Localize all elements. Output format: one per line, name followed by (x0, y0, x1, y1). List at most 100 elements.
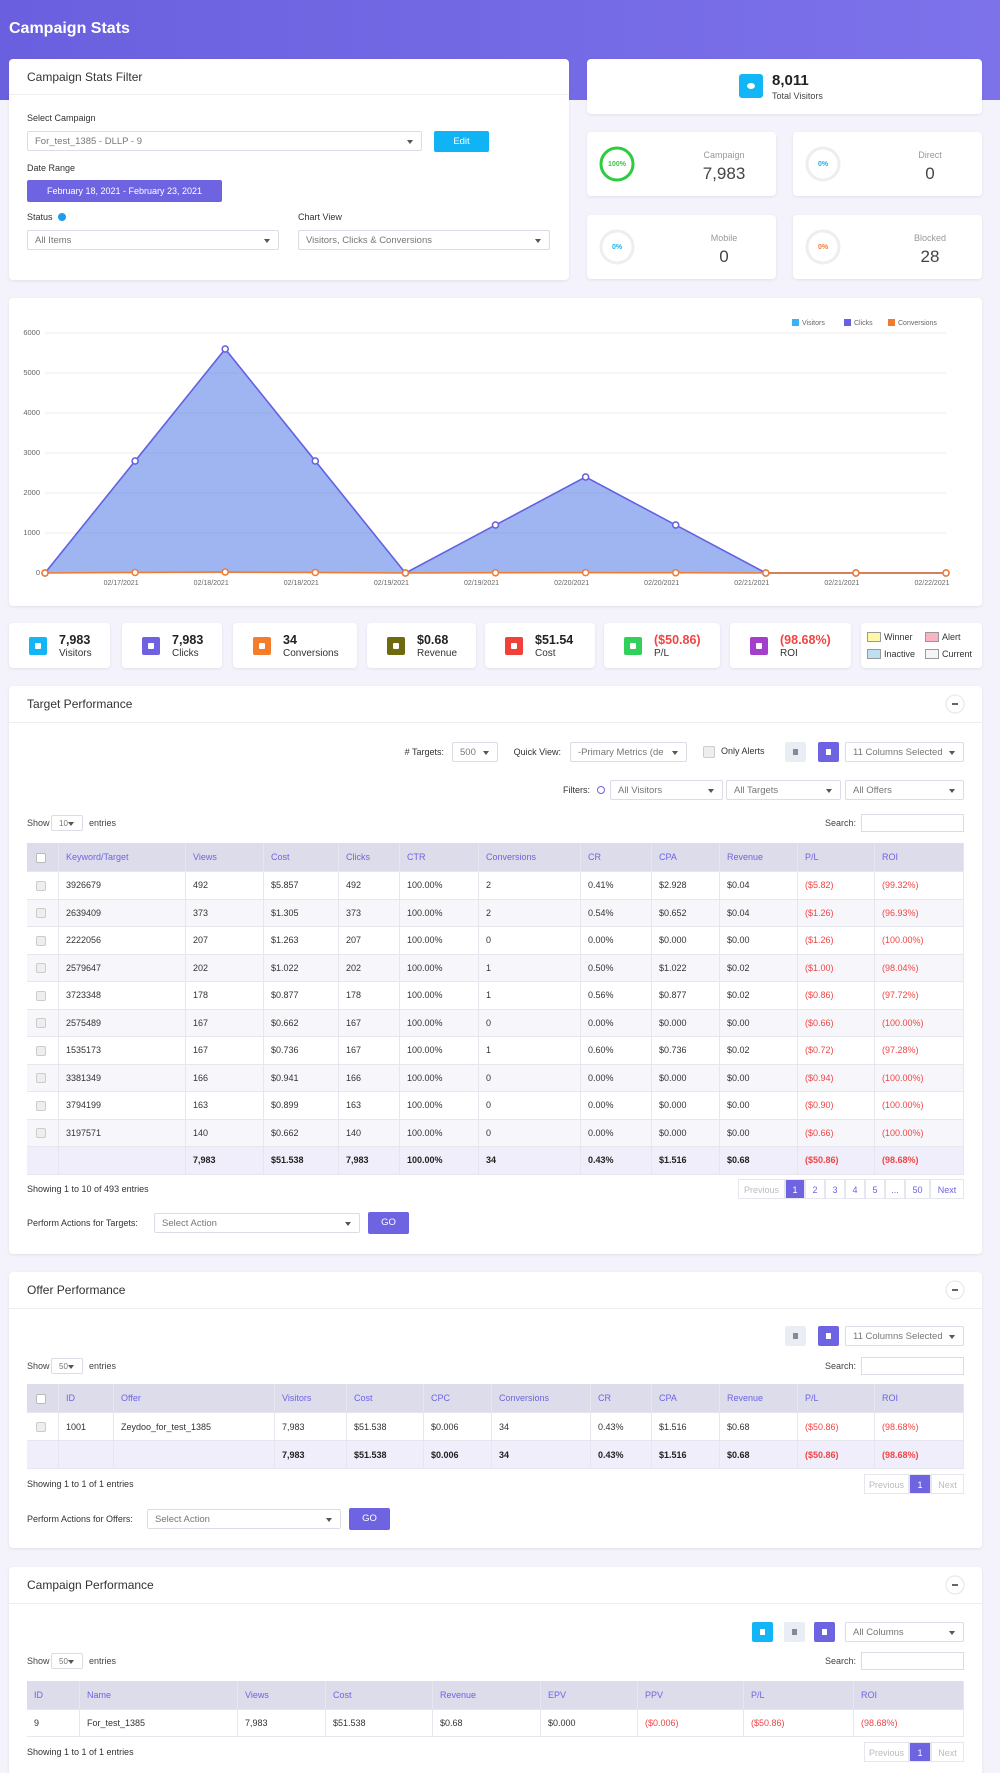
show-label: Show (27, 818, 50, 828)
columns-select[interactable]: All Columns (845, 1622, 964, 1642)
total-cell: $0.68 (720, 1441, 798, 1469)
tag-swatch (925, 649, 939, 659)
header-cell: Revenue (720, 843, 798, 872)
row-cell: 0.00% (581, 1092, 652, 1120)
go-button[interactable]: GO (349, 1508, 390, 1530)
action-select[interactable]: Select Action (154, 1213, 360, 1233)
row-cell: Zeydoo_for_test_1385 (114, 1413, 275, 1441)
total-cell: 7,983 (275, 1441, 347, 1469)
row-cell: $0.941 (264, 1064, 339, 1092)
summary-card (793, 215, 982, 279)
checkbox[interactable] (703, 746, 715, 758)
chart-view-select[interactable]: Visitors, Clicks & Conversions (298, 230, 550, 250)
row-cell: (100.00%) (875, 1009, 964, 1037)
edit-button[interactable]: Edit (434, 131, 489, 152)
filter-select[interactable]: All Visitors (610, 780, 723, 800)
row-cell: 1535173 (59, 1037, 186, 1065)
row-cell: ($0.66) (798, 1009, 875, 1037)
row-cell: 1 (479, 1037, 581, 1065)
row-cell: $1.022 (652, 954, 720, 982)
checkbox[interactable] (36, 853, 46, 863)
page-button[interactable]: 1 (909, 1742, 931, 1762)
data-point (41, 569, 49, 577)
page-button[interactable]: 3 (825, 1179, 845, 1199)
tag-swatch (867, 649, 881, 659)
page-button[interactable]: ... (885, 1179, 905, 1199)
row-cell: ($0.66) (798, 1119, 875, 1147)
checkbox[interactable] (36, 935, 46, 946)
checkbox[interactable] (36, 1422, 46, 1432)
status-select[interactable]: All Items (27, 230, 279, 250)
row-cell: 100.00% (400, 927, 479, 955)
row-cell: ($0.006) (638, 1710, 744, 1737)
y-tick-label: 2000 (23, 488, 40, 497)
checkbox[interactable] (36, 880, 46, 891)
checkbox[interactable] (36, 1394, 46, 1404)
search-input[interactable] (861, 1652, 964, 1670)
quick-view-select[interactable]: -Primary Metrics (de (570, 742, 687, 762)
entries-label: entries (89, 818, 117, 828)
go-button[interactable]: GO (368, 1212, 409, 1234)
status-label: Status (27, 212, 53, 222)
total-cell (27, 1441, 59, 1469)
checkbox[interactable] (36, 1045, 46, 1056)
ring-label: 0% (818, 161, 829, 168)
tool-glyph (793, 749, 798, 755)
checkbox[interactable] (36, 990, 46, 1001)
header-cell: Offer (114, 1384, 275, 1413)
x-tick-label: 02/19/2021 (464, 580, 499, 587)
columns-select[interactable]: 11 Columns Selected (845, 1326, 964, 1346)
targets-select[interactable]: 500 (452, 742, 498, 762)
search-input[interactable] (861, 814, 964, 832)
checkbox[interactable] (36, 1018, 46, 1029)
search-input[interactable] (861, 1357, 964, 1375)
filter-select[interactable]: All Offers (845, 780, 964, 800)
row-cell: $5.857 (264, 872, 339, 900)
page-button[interactable]: Next (931, 1742, 964, 1762)
campaign-select[interactable]: For_test_1385 - DLLP - 9 (27, 131, 422, 151)
action-select[interactable]: Select Action (147, 1509, 341, 1529)
total-cell: 0.43% (581, 1147, 652, 1175)
stat-label: Cost (535, 648, 556, 659)
x-tick-label: 02/18/2021 (284, 580, 319, 587)
header-cell: Views (238, 1681, 326, 1710)
columns-select[interactable]: 11 Columns Selected (845, 742, 964, 762)
row-cell: $0.00 (720, 1009, 798, 1037)
page-button[interactable]: Previous (864, 1474, 909, 1494)
divider (9, 722, 982, 723)
checkbox[interactable] (36, 908, 46, 919)
stat-card (122, 623, 222, 668)
row-cell: $51.538 (326, 1710, 433, 1737)
tag-swatch (925, 632, 939, 642)
page-size-select[interactable]: 50 (51, 1653, 83, 1669)
checkbox[interactable] (36, 963, 46, 974)
row-cell: ($0.86) (798, 982, 875, 1010)
page-button[interactable]: 2 (805, 1179, 825, 1199)
row-cell: $0.000 (652, 1009, 720, 1037)
page-size-select[interactable]: 10 (51, 815, 83, 831)
page-button[interactable]: Previous (864, 1742, 909, 1762)
stat-value: 7,983 (172, 633, 204, 647)
date-range-button[interactable]: February 18, 2021 - February 23, 2021 (27, 180, 222, 202)
checkbox[interactable] (36, 1128, 46, 1139)
ring-track (805, 146, 841, 182)
page-button[interactable]: Next (931, 1474, 964, 1494)
page-button[interactable]: 1 (909, 1474, 931, 1494)
page-button[interactable]: Next (930, 1179, 964, 1199)
page-button[interactable]: 5 (865, 1179, 885, 1199)
filter-select[interactable]: All Targets (726, 780, 841, 800)
page-button[interactable]: 50 (905, 1179, 930, 1199)
data-point (311, 457, 320, 465)
checkbox[interactable] (36, 1100, 46, 1111)
checkbox[interactable] (36, 1073, 46, 1084)
x-tick-label: 02/19/2021 (374, 580, 409, 587)
page-button[interactable]: Previous (738, 1179, 785, 1199)
page-size-select[interactable]: 50 (51, 1358, 83, 1374)
progress-ring: 0% (805, 229, 841, 265)
section-title: Target Performance (27, 697, 133, 711)
data-point (491, 521, 500, 529)
y-tick-label: 0 (36, 568, 40, 577)
total-cell: (98.68%) (875, 1441, 964, 1469)
page-button[interactable]: 4 (845, 1179, 865, 1199)
page-button[interactable]: 1 (785, 1179, 805, 1199)
